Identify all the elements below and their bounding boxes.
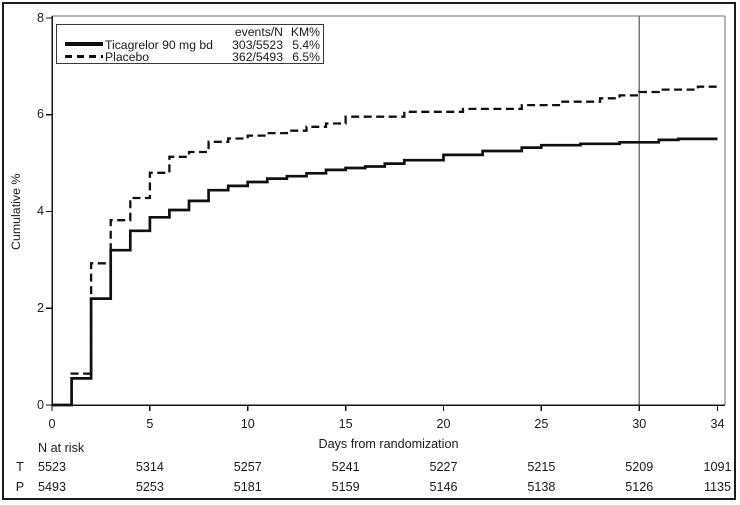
x-tick-label: 20 xyxy=(436,417,451,431)
y-tick-label: 4 xyxy=(36,204,44,218)
at-risk-count-t: 5241 xyxy=(331,460,360,474)
legend-col-events-header: events/N xyxy=(234,25,283,39)
legend-sample-cell xyxy=(61,39,105,52)
x-tick-label: 15 xyxy=(338,417,353,431)
x-tick-label: 10 xyxy=(240,417,255,431)
at-risk-row-label-t: T xyxy=(16,460,24,474)
x-tick-label: 25 xyxy=(534,417,549,431)
at-risk-count-t: 5209 xyxy=(625,460,654,474)
ticagrelor-km-value: 5.4% xyxy=(292,37,320,52)
placebo-events-value: 362/5493 xyxy=(232,50,283,65)
km-curve-ticagrelor xyxy=(52,137,718,407)
x-tick-label: 34 xyxy=(710,417,725,431)
legend-box: events/N KM% Ticagrelor 90 mg bd 303/552… xyxy=(56,24,324,64)
at-risk-count-t: 5257 xyxy=(233,460,262,474)
legend-label-placebo: Placebo xyxy=(105,50,150,65)
y-tick-label: 8 xyxy=(36,10,44,25)
at-risk-count-t: 5215 xyxy=(527,460,556,474)
ticagrelor-line-sample-icon xyxy=(65,42,103,46)
placebo-line-sample-icon xyxy=(65,54,103,59)
at-risk-count-t: 5523 xyxy=(37,460,67,474)
x-tick-label: 5 xyxy=(146,417,154,431)
legend-label-ticagrelor: Ticagrelor 90 mg bd xyxy=(105,37,213,52)
at-risk-count-p: 1135 xyxy=(703,480,732,494)
y-tick-label: 2 xyxy=(36,300,44,315)
at-risk-count-p: 5138 xyxy=(527,480,556,494)
y-tick-label: 6 xyxy=(36,107,44,122)
ticagrelor-events-value: 303/5523 xyxy=(232,37,283,52)
legend-spacer xyxy=(105,26,223,39)
at-risk-count-p: 5146 xyxy=(429,480,458,494)
legend-spacer xyxy=(61,26,105,39)
at-risk-count-p: 5253 xyxy=(135,480,164,494)
at-risk-count-t: 5314 xyxy=(135,460,164,474)
x-axis-title: Days from randomization xyxy=(318,437,459,451)
legend-col-km-header: KM% xyxy=(290,25,320,39)
y-tick-label: 0 xyxy=(36,397,44,412)
at-risk-count-p: 5493 xyxy=(37,480,67,494)
legend-sample-cell xyxy=(61,51,105,64)
at-risk-count-p: 5159 xyxy=(331,480,360,494)
at-risk-count-t: 5227 xyxy=(429,460,458,474)
x-tick-label: 30 xyxy=(632,417,647,431)
at-risk-count-p: 5126 xyxy=(625,480,654,494)
x-tick-label: 0 xyxy=(48,417,56,431)
at-risk-count-t: 1091 xyxy=(703,460,732,474)
placebo-km-value: 6.5% xyxy=(292,50,320,65)
at-risk-row-label-p: P xyxy=(15,480,25,494)
at-risk-title: N at risk xyxy=(38,441,85,455)
at-risk-count-p: 5181 xyxy=(233,480,262,494)
km-curve-placebo xyxy=(52,84,719,407)
